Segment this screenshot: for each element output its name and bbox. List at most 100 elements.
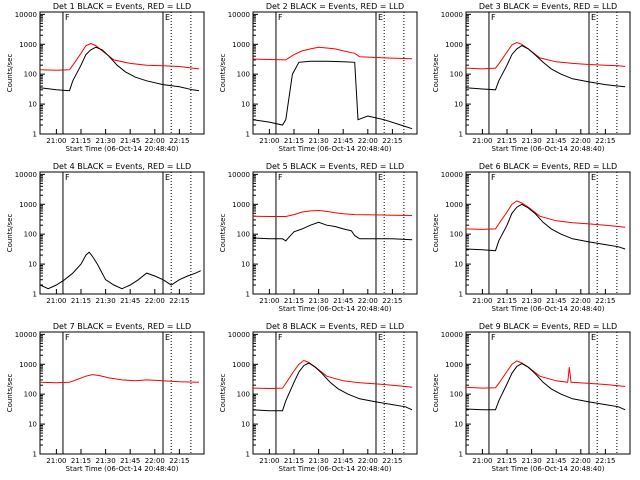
x-tick-label: 21:30 (96, 457, 116, 465)
y-tick-label: 1 (459, 451, 463, 459)
y-tick-label: 1000 (19, 201, 37, 209)
x-tick-label: 21:00 (472, 137, 492, 145)
y-tick-label: 10 (454, 261, 463, 269)
y-tick-label: 1 (33, 451, 37, 459)
y-tick-label: 1000 (232, 41, 250, 49)
series-lld-line (466, 200, 626, 230)
panel-det-7: Det 7 BLACK = Events, RED = LLD F E 1 10 100 1… (6, 322, 205, 473)
x-tick-label: 21:30 (96, 297, 116, 305)
x-tick-label: 21:30 (522, 297, 542, 305)
y-tick-label: 100 (450, 231, 463, 239)
marker-label-e: E (378, 13, 383, 22)
x-axis-label: Start Time (06-Oct-14 20:48:40) (66, 465, 179, 473)
y-tick-label: 1 (246, 451, 250, 459)
y-tick-label: 100 (24, 231, 37, 239)
panel-det-8: Det 8 BLACK = Events, RED = LLD F E 1 10 100 1… (219, 322, 418, 473)
x-axis-label: Start Time (06-Oct-14 20:48:40) (279, 465, 392, 473)
series-events-line (40, 46, 200, 92)
x-tick-label: 22:00 (145, 137, 165, 145)
panel-title: Det 2 BLACK = Events, RED = LLD (266, 2, 404, 11)
x-tick-label: 21:00 (259, 297, 279, 305)
y-tick-label: 10 (28, 421, 37, 429)
y-tick-label: 10000 (441, 171, 463, 179)
series-events-line (466, 363, 626, 411)
x-tick-label: 21:15 (497, 297, 517, 305)
x-axis-label: Start Time (06-Oct-14 20:48:40) (279, 305, 392, 313)
x-tick-label: 21:45 (546, 457, 566, 465)
marker-label-e: E (165, 333, 170, 342)
y-tick-label: 10000 (15, 11, 37, 19)
y-tick-label: 10 (28, 261, 37, 269)
x-tick-label: 21:00 (472, 297, 492, 305)
x-tick-label: 21:45 (120, 137, 140, 145)
x-tick-label: 21:45 (120, 457, 140, 465)
x-tick-label: 21:30 (522, 457, 542, 465)
y-tick-label: 1 (246, 131, 250, 139)
y-tick-label: 10000 (441, 11, 463, 19)
x-tick-label: 21:45 (546, 297, 566, 305)
y-tick-label: 1 (459, 291, 463, 299)
x-tick-label: 21:30 (309, 137, 329, 145)
plot-frame (465, 11, 631, 135)
x-tick-label: 21:00 (472, 457, 492, 465)
x-tick-label: 21:30 (309, 457, 329, 465)
x-tick-label: 21:00 (46, 457, 66, 465)
x-tick-label: 22:00 (358, 457, 378, 465)
series-lld-line (466, 41, 626, 70)
series-events-line (466, 203, 626, 252)
plot-frame (465, 171, 631, 295)
y-tick-label: 10 (241, 261, 250, 269)
plot-frame (252, 171, 418, 295)
x-tick-label: 21:00 (46, 297, 66, 305)
y-tick-label: 1000 (232, 201, 250, 209)
x-tick-label: 22:00 (358, 297, 378, 305)
marker-label-f: F (65, 173, 70, 182)
series-events-line (40, 251, 201, 290)
x-tick-label: 21:15 (71, 457, 91, 465)
x-tick-label: 22:00 (145, 457, 165, 465)
x-tick-label: 21:15 (497, 457, 517, 465)
y-tick-label: 1 (246, 291, 250, 299)
plot-frame (252, 11, 418, 135)
panel-title: Det 5 BLACK = Events, RED = LLD (266, 162, 404, 171)
panel-det-1: Det 1 BLACK = Events, RED = LLD F E 1 10 100 1… (6, 2, 205, 153)
y-tick-label: 100 (450, 391, 463, 399)
y-tick-label: 1000 (19, 361, 37, 369)
y-tick-label: 1000 (445, 201, 463, 209)
panel-det-4: Det 4 BLACK = Events, RED = LLD F E 1 10 100 1… (6, 162, 205, 305)
panel-title: Det 7 BLACK = Events, RED = LLD (53, 322, 191, 331)
y-axis-label: Counts/sec (432, 54, 440, 93)
y-axis-label: Counts/sec (219, 374, 227, 413)
y-tick-label: 1000 (445, 361, 463, 369)
series-lld-line (253, 209, 413, 217)
y-axis-label: Counts/sec (219, 214, 227, 253)
x-tick-label: 21:00 (259, 457, 279, 465)
x-tick-label: 21:45 (333, 137, 353, 145)
y-axis-label: Counts/sec (219, 54, 227, 93)
x-tick-label: 21:45 (333, 297, 353, 305)
y-tick-label: 10000 (15, 331, 37, 339)
series-events-line (253, 60, 413, 130)
series-events-line (253, 221, 413, 242)
x-axis-label: Start Time (06-Oct-14 20:48:40) (492, 305, 605, 313)
panel-det-2: Det 2 BLACK = Events, RED = LLD F E 1 10 100 1… (219, 2, 418, 153)
marker-label-f: F (491, 333, 496, 342)
y-tick-label: 10 (241, 101, 250, 109)
y-tick-label: 1000 (445, 41, 463, 49)
y-tick-label: 10 (241, 421, 250, 429)
x-tick-label: 21:30 (96, 137, 116, 145)
y-tick-label: 10 (28, 101, 37, 109)
y-axis-label: Counts/sec (6, 214, 14, 253)
x-tick-label: 21:15 (71, 297, 91, 305)
y-tick-label: 10000 (15, 171, 37, 179)
marker-label-e: E (378, 173, 383, 182)
x-tick-label: 22:00 (145, 297, 165, 305)
marker-label-f: F (278, 333, 283, 342)
x-tick-label: 22:15 (382, 137, 402, 145)
x-tick-label: 22:00 (358, 137, 378, 145)
panel-det-5: Det 5 BLACK = Events, RED = LLD F E 1 10 100 1… (219, 162, 418, 313)
x-tick-label: 22:15 (382, 457, 402, 465)
plot-frame (465, 331, 631, 455)
y-axis-label: Counts/sec (432, 374, 440, 413)
